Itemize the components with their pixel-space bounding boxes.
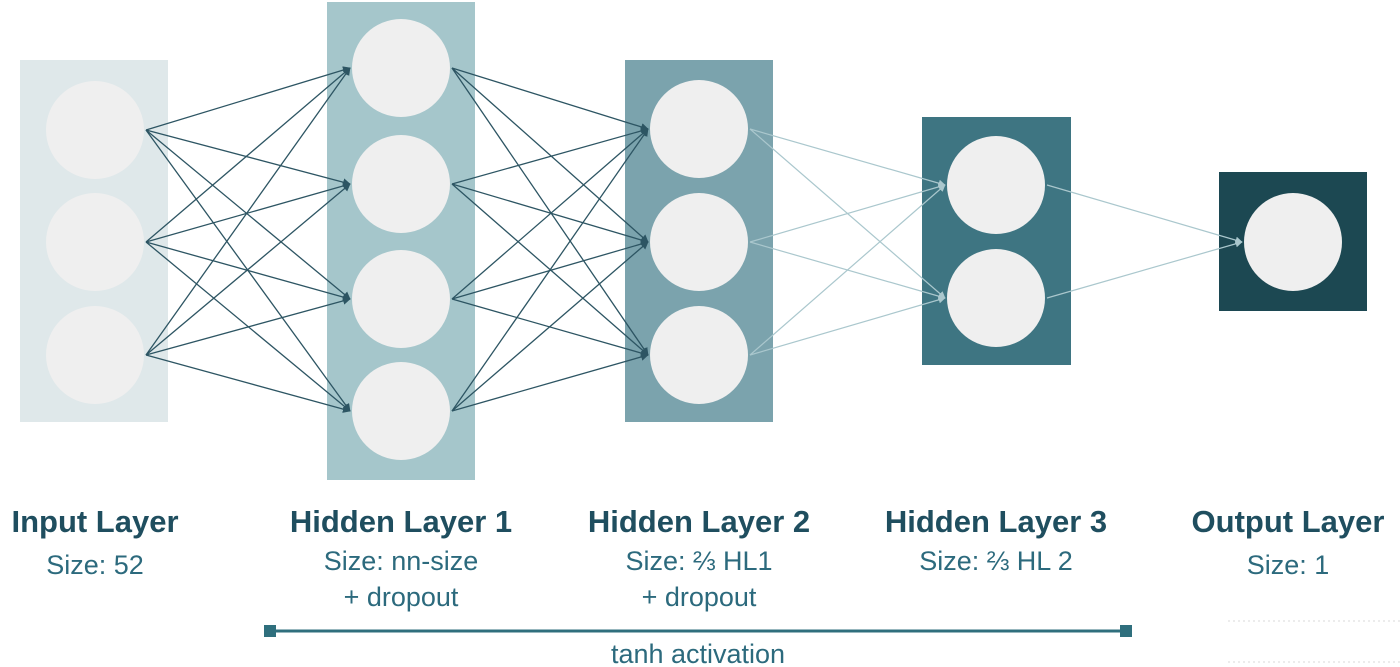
connection-hidden1-4-to-hidden2-1	[452, 129, 648, 411]
connection-hidden3-2-to-output-1	[1047, 242, 1242, 298]
connection-input-3-to-hidden1-1	[146, 68, 350, 355]
connection-input-3-to-hidden1-4	[146, 355, 350, 411]
hidden2-node-3	[650, 306, 748, 404]
hidden2-node-1	[650, 80, 748, 178]
hidden-layer-1-dropout: + dropout	[344, 582, 459, 612]
hidden1-node-2	[352, 135, 450, 233]
connection-hidden2-3-to-hidden3-1	[750, 185, 945, 355]
output-layer-title: Output Layer	[1192, 504, 1385, 539]
connection-input-3-to-hidden1-3	[146, 299, 350, 355]
input-node-2	[46, 193, 144, 291]
connection-input-1-to-hidden1-2	[146, 130, 350, 184]
hidden1-node-4	[352, 362, 450, 460]
hidden3-node-2	[947, 249, 1045, 347]
hidden-layer-3-size: Size: ⅔ HL 2	[919, 546, 1073, 576]
activation-label: tanh activation	[611, 639, 785, 667]
hidden1-node-1	[352, 19, 450, 117]
hidden-layer-3-title: Hidden Layer 3	[885, 504, 1107, 539]
input-layer-size: Size: 52	[46, 550, 144, 580]
layer-labels: Input Layer Size: 52 Hidden Layer 1 Size…	[11, 504, 1384, 612]
input-node-1	[46, 81, 144, 179]
input-node-3	[46, 306, 144, 404]
output-layer-size: Size: 1	[1247, 550, 1330, 580]
hidden2-node-2	[650, 193, 748, 291]
activation-span-start-marker	[264, 625, 276, 637]
hidden-layer-2-dropout: + dropout	[642, 582, 757, 612]
connection-input-2-to-hidden1-3	[146, 242, 350, 299]
hidden1-node-3	[352, 250, 450, 348]
connection-hidden1-4-to-hidden2-2	[452, 242, 648, 411]
connection-hidden3-1-to-output-1	[1047, 185, 1242, 242]
connection-hidden1-4-to-hidden2-3	[452, 355, 648, 411]
connection-hidden1-1-to-hidden2-3	[452, 68, 648, 355]
neurons	[46, 19, 1342, 460]
output-node-1	[1244, 193, 1342, 291]
activation-span-end-marker	[1120, 625, 1132, 637]
connection-input-2-to-hidden1-2	[146, 184, 350, 242]
activation-bracket: tanh activation	[264, 625, 1132, 667]
connection-hidden2-2-to-hidden3-1	[750, 185, 945, 242]
connection-hidden1-2-to-hidden2-1	[452, 129, 648, 184]
connection-input-1-to-hidden1-1	[146, 68, 350, 130]
connection-input-3-to-hidden1-2	[146, 184, 350, 355]
hidden-layer-1-title: Hidden Layer 1	[290, 504, 512, 539]
hidden-layer-1-size: Size: nn-size	[324, 546, 479, 576]
input-layer-title: Input Layer	[11, 504, 178, 539]
hidden3-node-1	[947, 136, 1045, 234]
connection-hidden2-3-to-hidden3-2	[750, 298, 945, 355]
connection-hidden2-1-to-hidden3-1	[750, 129, 945, 185]
hidden-layer-2-title: Hidden Layer 2	[588, 504, 810, 539]
hidden-layer-2-size: Size: ⅔ HL1	[625, 546, 772, 576]
connection-hidden1-1-to-hidden2-1	[452, 68, 648, 129]
connection-hidden1-2-to-hidden2-2	[452, 184, 648, 242]
